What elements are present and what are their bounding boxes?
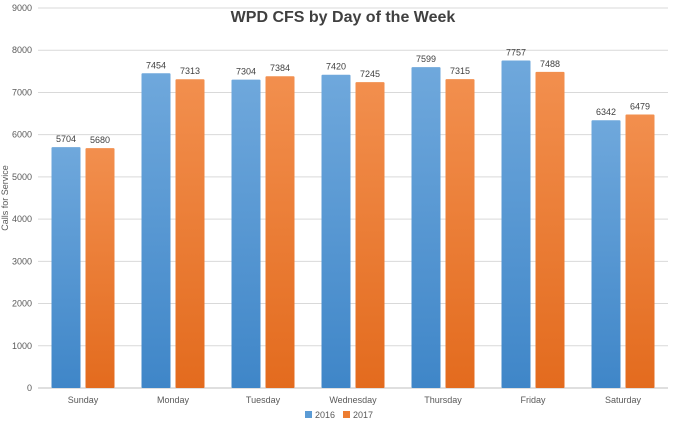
bar-2017-friday [535,71,565,388]
bar-2016-friday [501,60,531,388]
y-tick-label: 8000 [12,45,32,55]
y-tick-label: 3000 [12,256,32,266]
data-label: 5704 [56,134,76,144]
y-axis-title: Calls for Service [0,165,10,231]
data-label: 6479 [630,101,650,111]
y-tick-label: 1000 [12,341,32,351]
bar-2016-wednesday [321,74,351,388]
data-label: 7757 [506,47,526,57]
legend-swatch [343,411,350,418]
y-tick-label: 4000 [12,214,32,224]
x-tick-label: Friday [520,395,546,405]
data-label: 7245 [360,69,380,79]
bar-2017-tuesday [265,76,295,388]
bar-2016-thursday [411,67,441,389]
y-tick-label: 7000 [12,87,32,97]
data-label: 7313 [180,66,200,76]
bar-2017-sunday [85,148,115,388]
data-labels: 5704 5680 7454 7313 7304 7384 7420 7245 7599 7315… [56,47,650,145]
legend-label: 2017 [353,410,373,420]
x-tick-label: Thursday [424,395,462,405]
x-tick-label: Saturday [605,395,642,405]
data-label: 7454 [146,60,166,70]
gridlines [38,7,668,389]
x-tick-label: Tuesday [246,395,281,405]
data-label: 7384 [270,63,290,73]
y-tick-label: 0 [27,383,32,393]
y-axis-ticks: 0 1000 2000 3000 4000 5000 6000 7000 8000 9000 [12,3,32,393]
bar-2016-tuesday [231,79,261,388]
chart-title: WPD CFS by Day of the Week [231,9,456,26]
y-tick-label: 2000 [12,299,32,309]
y-tick-label: 5000 [12,172,32,182]
legend-swatch [305,411,312,418]
bars [51,60,655,389]
bar-2017-monday [175,79,205,389]
legend-label: 2016 [315,410,335,420]
data-label: 6342 [596,107,616,117]
bar-2016-monday [141,73,171,388]
x-tick-label: Monday [157,395,190,405]
y-tick-label: 9000 [12,3,32,13]
y-tick-label: 6000 [12,130,32,140]
data-label: 7315 [450,66,470,76]
data-label: 7420 [326,62,346,72]
data-label: 7488 [540,59,560,69]
data-label: 7599 [416,54,436,64]
bar-2016-saturday [591,120,621,388]
x-axis-ticks: Sunday Monday Tuesday Wednesday Thursday Frid… [68,395,642,405]
data-label: 5680 [90,135,110,145]
legend: 2016 2017 [305,410,373,420]
x-tick-label: Sunday [68,395,99,405]
bar-2017-thursday [445,79,475,389]
bar-2016-sunday [51,147,81,388]
data-label: 7304 [236,67,256,77]
bar-2017-wednesday [355,82,385,388]
bar-2017-saturday [625,114,655,388]
x-tick-label: Wednesday [329,395,377,405]
